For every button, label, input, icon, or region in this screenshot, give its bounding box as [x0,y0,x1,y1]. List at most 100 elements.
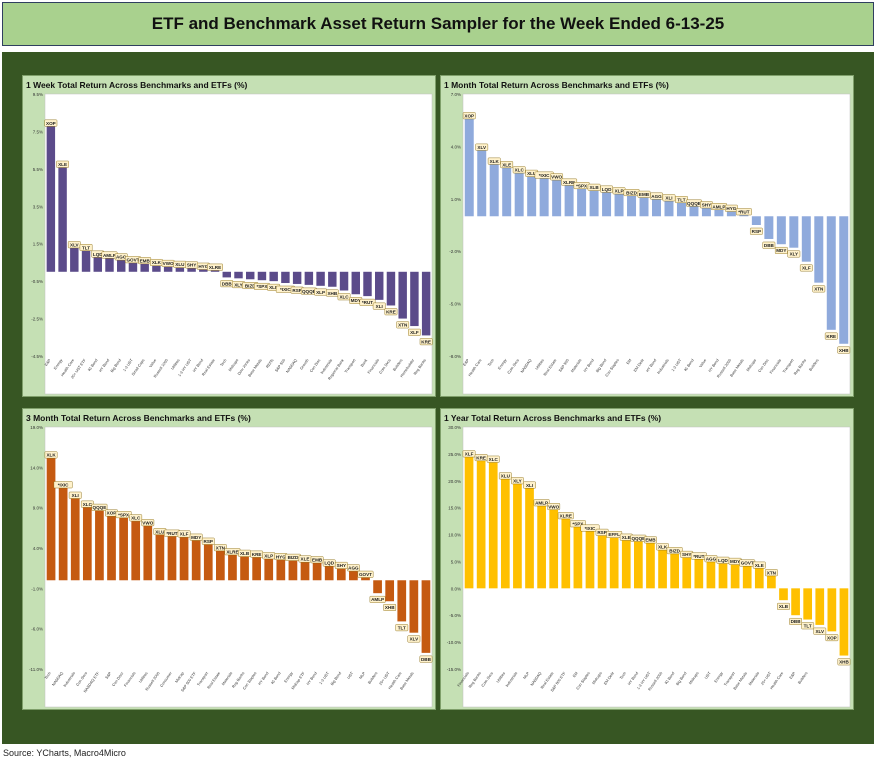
bar-label: EMB [645,538,656,543]
bar-label: XLE [502,162,511,167]
category-label: IG Bond [87,358,98,372]
bar [639,197,649,217]
bar-label: XLRE [226,549,238,554]
bar [398,271,407,319]
bar [839,216,849,344]
bar [199,268,208,272]
category-label: IG Bond [683,358,694,372]
bar-label: XLF [465,452,474,457]
bar-label-box [801,622,815,630]
bar-label-box [357,570,374,578]
bar [410,271,419,327]
chart-panel-1-month: 1 Month Total Return Across Benchmarks a… [440,75,854,397]
bar [203,543,213,581]
category-label: Builders [797,671,808,685]
bar-label: XOP [107,511,117,516]
y-tick-label: 1.0% [451,197,461,202]
bar-label-box [675,196,688,203]
category-label: MLP [523,671,531,680]
bar-label-box [837,658,851,666]
category-label: Energy [284,671,294,683]
bar-label: DBB [222,281,233,286]
bar-label-box [79,244,93,251]
bar-label: *SPX [118,512,130,517]
y-tick-label: 9.5% [33,92,43,97]
bar-label-box [53,481,73,489]
bar [131,520,141,581]
bar [93,256,102,272]
bar [46,457,56,581]
bar-label: XOP [464,113,474,118]
bar [269,271,278,282]
bar-label: XLP [264,553,273,558]
bar [476,460,486,589]
chart-title-3-month: 3 Month Total Return Across Benchmarks a… [26,413,251,423]
bar [589,190,599,217]
chart-panel-1-week: 1 Week Total Return Across Benchmarks an… [22,75,436,397]
bar-label: *SPX [256,284,268,289]
bar-label: XLF [802,266,811,271]
bar [609,537,619,589]
bar-label: GOVT [126,257,139,262]
bar [670,553,679,589]
y-tick-label: -2.5% [31,317,43,322]
category-label: Utilities [496,671,506,683]
bar-label: SHY [702,203,711,208]
bar-label-box [580,524,600,532]
bar-label-box [561,178,578,186]
bar [163,266,173,272]
y-tick-label: -8.0% [449,354,461,359]
bar-label: TLT [677,197,685,202]
bar [246,271,255,280]
bar-label: XLRE [563,180,575,185]
bar [257,271,267,281]
bar-label-box [750,227,763,235]
bar [739,214,749,217]
bar-label: XLB [269,285,279,290]
bar-label: LQD [602,187,612,192]
bar [726,211,736,217]
bar-label: EMB [312,558,323,563]
bar-label-box [656,543,669,551]
bar-label: GOVT [741,561,754,566]
category-label: HY Bond [645,358,657,373]
category-label: Tech [220,358,228,367]
bar [70,247,79,272]
bar [375,271,384,300]
bar-label: XTN [814,287,824,292]
y-tick-label: 5.5% [33,167,43,172]
bar [464,456,474,589]
bar [552,179,562,217]
bar [82,506,92,581]
bar-label: RSP [597,530,606,535]
category-label: Utilities [170,358,180,370]
bar-label: TLT [398,625,406,630]
bar [652,198,661,217]
bar-label: *RUT [693,554,704,559]
bar [81,250,91,272]
bar-label: QQQE [302,289,316,294]
bar [621,539,631,589]
bar [514,172,524,217]
bar-label: XLI [526,483,533,488]
bar-label-box [777,602,790,610]
category-label: HY Bond [258,671,270,686]
bar-label-box [56,160,69,168]
bar-label: SHY [187,263,196,268]
bar-label: XLF [180,532,189,537]
bar-label: EMB [639,192,650,197]
category-label: EM [626,358,633,365]
bar-label: BIZD [626,190,637,195]
bar-label-box [824,332,838,340]
category-label: S&P [105,671,113,680]
y-tick-label: 19.0% [30,425,43,430]
bar-label: XTN [767,570,777,575]
bar [119,517,128,581]
y-tick-label: 20.0% [448,479,461,484]
bar [175,267,185,272]
y-tick-label: 3.5% [33,204,43,209]
category-label: 1-3 UST [122,358,134,372]
y-tick-label: -0.5% [31,279,43,284]
bar-label: AGG [116,255,127,260]
bar [488,461,498,589]
